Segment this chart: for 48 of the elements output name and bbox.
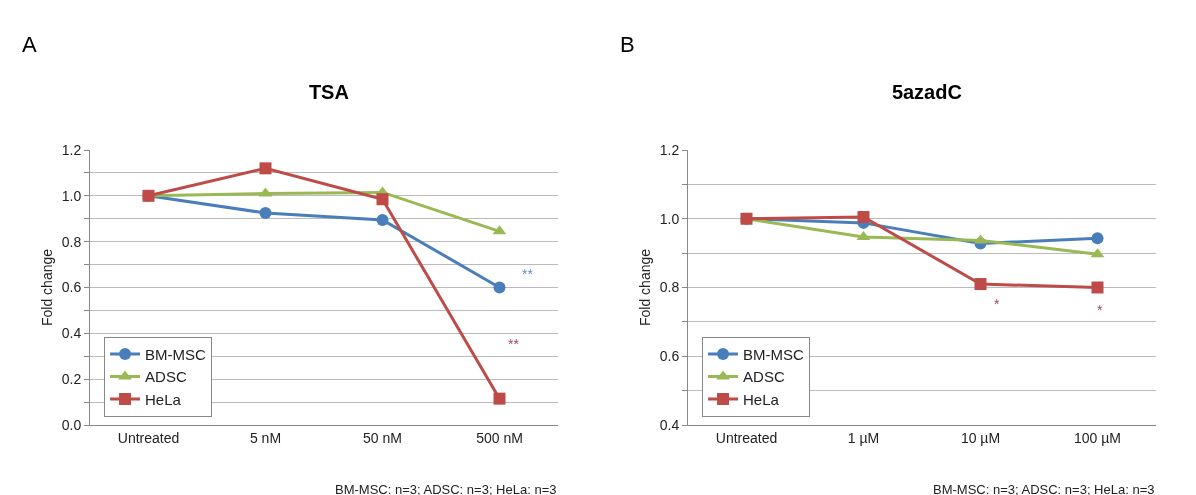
point <box>259 162 272 175</box>
y-tick-label: 1.2 <box>659 141 680 158</box>
y-tick-label: 0.0 <box>61 416 82 433</box>
y-tick-label: 0.6 <box>61 279 82 296</box>
y-axis-title: Fold change <box>39 248 55 327</box>
annotation: ** <box>508 336 520 352</box>
y-tick-label: 0.4 <box>659 416 680 433</box>
x-tick-label: 500 nM <box>476 429 523 446</box>
chart-title: TSA <box>308 81 349 103</box>
point <box>1091 232 1104 245</box>
text: BM-MSC: n=3; ADSC: n=3; HeLa: n=3 <box>335 482 557 495</box>
legend-label: BM-MSC <box>743 345 805 363</box>
point <box>857 211 870 224</box>
annotation: * <box>994 296 1000 312</box>
point <box>376 193 389 206</box>
annotation: ** <box>522 266 534 282</box>
legend-label: ADSC <box>743 368 785 386</box>
legend-label: BM-MSC <box>145 345 207 363</box>
text: A <box>22 32 37 57</box>
y-tick-label: 1.2 <box>61 141 82 158</box>
legend-label: HeLa <box>145 390 182 408</box>
text: BM-MSC: n=3; ADSC: n=3; HeLa: n=3 <box>933 482 1155 495</box>
annotation: * <box>1097 302 1103 318</box>
y-tick-label: 1.0 <box>61 187 82 204</box>
point <box>376 213 389 226</box>
y-tick-label: 1.0 <box>659 210 680 227</box>
legend-label: ADSC <box>145 368 187 386</box>
point <box>493 281 506 294</box>
point <box>1091 281 1104 294</box>
text: B <box>620 32 635 57</box>
x-tick-label: 100 µM <box>1074 429 1121 446</box>
y-axis-title: Fold change <box>637 248 653 327</box>
y-tick-label: 0.4 <box>61 325 82 342</box>
y-tick-label: 0.8 <box>659 279 680 296</box>
y-tick-label: 0.2 <box>61 371 82 388</box>
x-tick-label: Untreated <box>715 429 778 446</box>
point <box>493 392 506 405</box>
x-tick-label: Untreated <box>117 429 180 446</box>
y-tick-label: 0.6 <box>659 348 680 365</box>
x-tick-label: 50 nM <box>363 429 402 446</box>
legend-label: HeLa <box>743 390 780 408</box>
chart-title: 5azadC <box>891 81 962 103</box>
x-tick-label: 10 µM <box>960 429 1001 446</box>
x-tick-label: 1 µM <box>847 429 880 446</box>
point <box>974 278 987 291</box>
x-tick-label: 5 nM <box>249 429 282 446</box>
y-tick-label: 0.8 <box>61 233 82 250</box>
point <box>259 207 272 220</box>
